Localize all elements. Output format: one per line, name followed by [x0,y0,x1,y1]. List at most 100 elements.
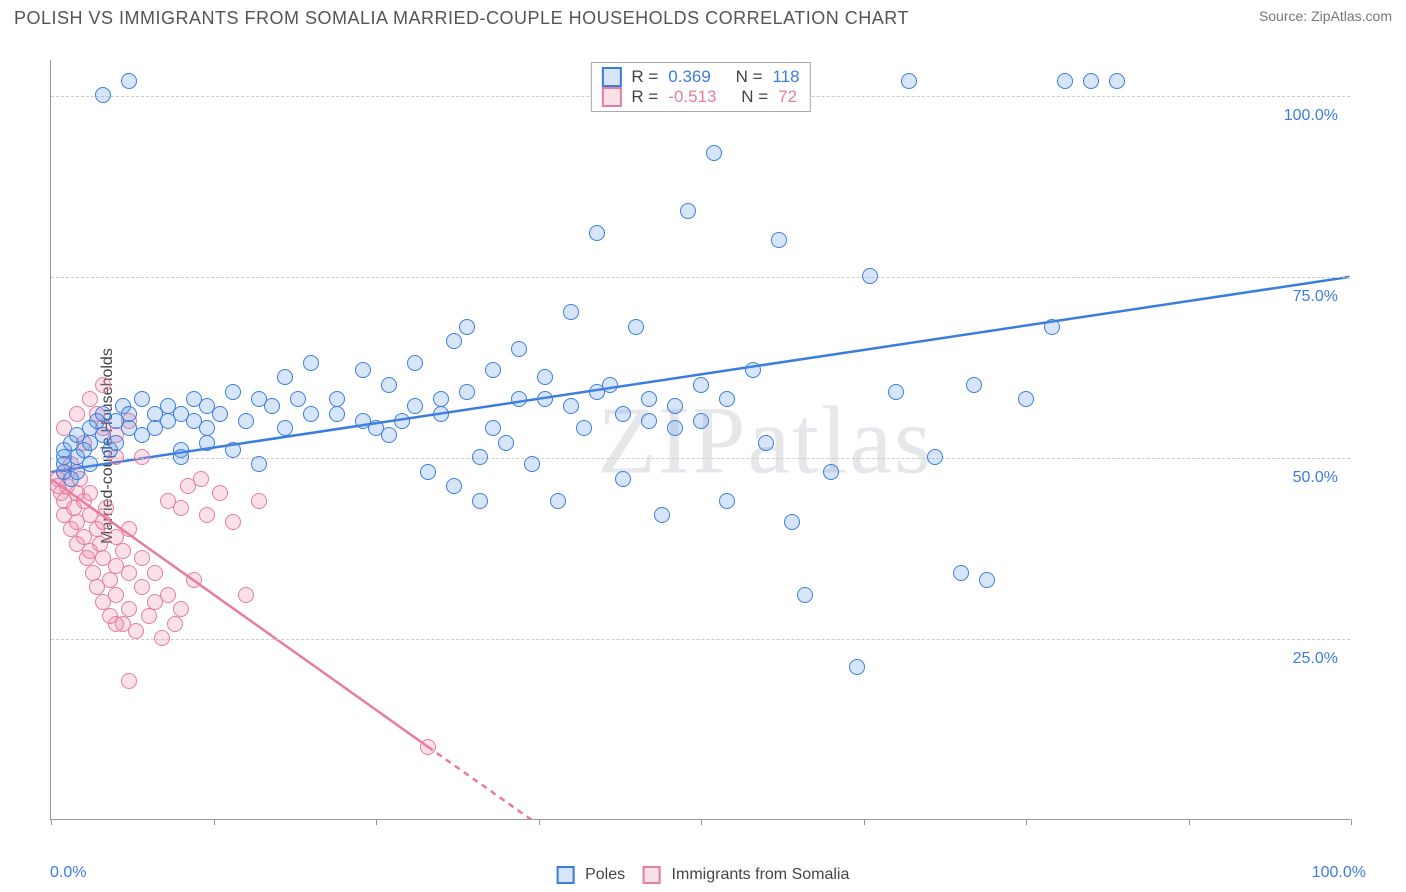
data-point [121,565,137,581]
data-point [225,442,241,458]
data-point [329,391,345,407]
corr-row-poles: R = 0.369 N = 118 [601,67,799,87]
source-label: Source: ZipAtlas.com [1259,8,1392,24]
data-point [381,377,397,393]
data-point [407,355,423,371]
y-tick-label: 75.0% [1293,288,1338,306]
data-point [459,384,475,400]
x-tick [1351,819,1352,825]
data-point [141,608,157,624]
x-axis-min-label: 0.0% [50,864,86,882]
data-point [667,398,683,414]
data-point [771,232,787,248]
data-point [446,333,462,349]
data-point [1109,73,1125,89]
data-point [550,493,566,509]
data-point [251,493,267,509]
legend-swatch-poles [557,866,575,884]
r-value-somalia: -0.513 [668,87,716,107]
data-point [303,355,319,371]
data-point [901,73,917,89]
y-tick-label: 100.0% [1284,107,1338,125]
data-point [277,369,293,385]
legend-item-poles: Poles [557,866,625,884]
data-point [251,456,267,472]
data-point [238,587,254,603]
data-point [69,406,85,422]
data-point [167,616,183,632]
data-point [485,362,501,378]
n-label: N = [741,87,768,107]
data-point [173,449,189,465]
swatch-somalia [601,87,621,107]
data-point [95,87,111,103]
gridline [51,639,1350,640]
data-point [121,673,137,689]
swatch-poles [601,67,621,87]
data-point [719,493,735,509]
data-point [1083,73,1099,89]
data-point [407,398,423,414]
data-point [134,449,150,465]
gridline [51,458,1350,459]
data-point [108,616,124,632]
data-point [212,406,228,422]
x-tick [864,819,865,825]
data-point [381,427,397,443]
x-tick [51,819,52,825]
data-point [95,377,111,393]
correlation-legend: R = 0.369 N = 118 R = -0.513 N = 72 [590,62,810,112]
data-point [82,456,98,472]
data-point [615,406,631,422]
data-point [485,420,501,436]
x-tick [1026,819,1027,825]
data-point [225,384,241,400]
data-point [433,406,449,422]
data-point [355,362,371,378]
data-point [745,362,761,378]
data-point [95,514,111,530]
x-tick [1189,819,1190,825]
data-point [303,406,319,422]
data-point [849,659,865,675]
corr-row-somalia: R = -0.513 N = 72 [601,87,799,107]
data-point [511,341,527,357]
data-point [329,406,345,422]
data-point [797,587,813,603]
x-axis-max-label: 100.0% [1312,864,1366,882]
data-point [628,319,644,335]
data-point [615,471,631,487]
data-point [563,304,579,320]
n-label: N = [736,67,763,87]
data-point [82,485,98,501]
x-tick [376,819,377,825]
data-point [472,493,488,509]
page-title: POLISH VS IMMIGRANTS FROM SOMALIA MARRIE… [14,8,909,29]
data-point [154,630,170,646]
data-point [420,739,436,755]
data-point [576,420,592,436]
data-point [888,384,904,400]
data-point [953,565,969,581]
data-point [121,601,137,617]
data-point [537,391,553,407]
data-point [784,514,800,530]
data-point [823,464,839,480]
data-point [212,485,228,501]
data-point [115,543,131,559]
data-point [121,406,137,422]
data-point [589,225,605,241]
data-point [719,391,735,407]
data-point [98,500,114,516]
bottom-legend: Poles Immigrants from Somalia [557,866,850,884]
data-point [173,601,189,617]
scatter-plot: ZIPatlas R = 0.369 N = 118 R = -0.513 N … [50,60,1350,820]
data-point [667,420,683,436]
data-point [134,550,150,566]
data-point [862,268,878,284]
data-point [264,398,280,414]
data-point [108,587,124,603]
y-tick-label: 50.0% [1293,469,1338,487]
data-point [134,579,150,595]
data-point [641,391,657,407]
